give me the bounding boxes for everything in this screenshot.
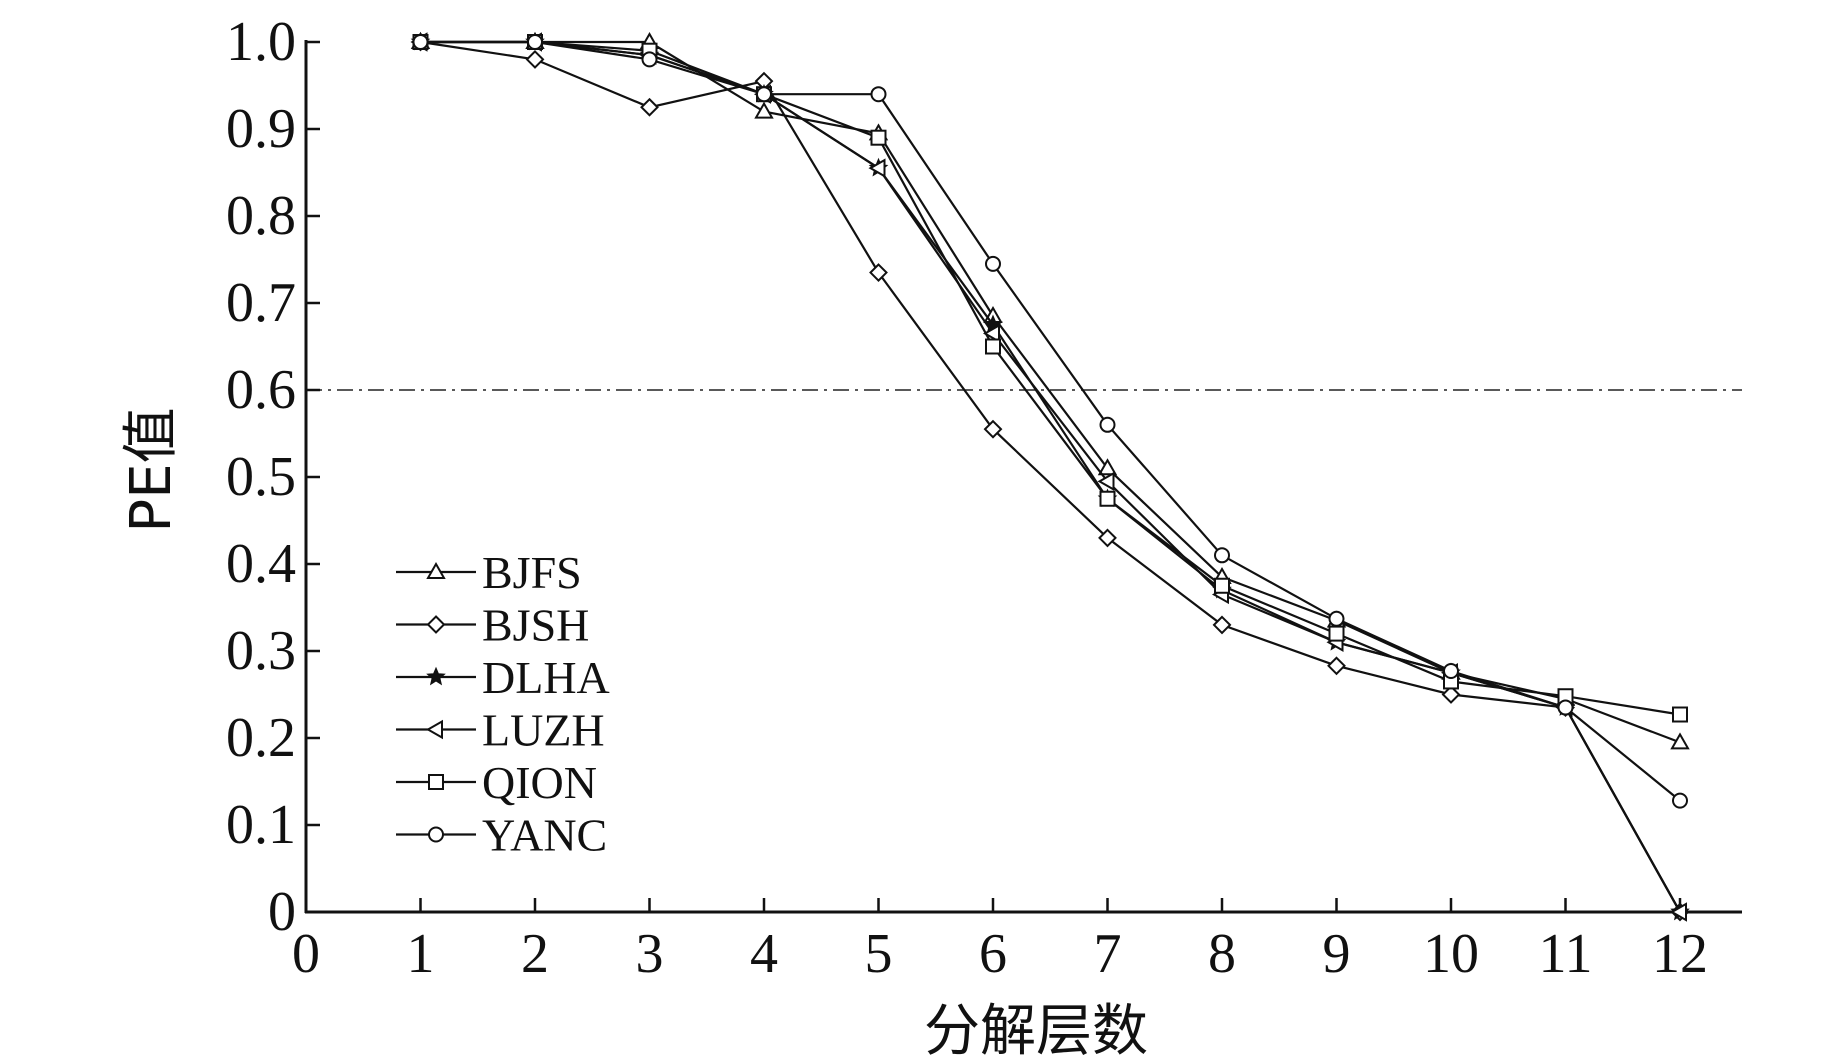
y-tick-label: 0.4 [226,533,296,595]
point-yanc [756,86,772,103]
x-tick-label: 10 [1423,923,1479,985]
axes [304,40,1742,914]
point-yanc [412,34,429,50]
legend-marker-bjsh [426,615,446,634]
x-tick-label: 2 [521,923,549,985]
x-tick-label: 1 [407,923,435,985]
x-tick-label: 7 [1094,923,1122,985]
series-line-bjfs [420,40,1681,744]
y-tick-label: 0.7 [226,272,296,334]
point-bjsh [1098,528,1117,548]
point-bjsh [640,97,659,117]
legend-label-qion: QION [482,757,597,808]
point-luzh [982,323,1000,344]
point-qion [1328,625,1345,642]
legend-label-bjfs: BJFS [482,547,582,598]
point-yanc [1672,792,1688,809]
legend-label-yanc: YANC [482,810,607,861]
legend-marker-bjfs [426,561,446,579]
point-qion [985,338,1001,355]
point-yanc [870,86,887,103]
y-tick-label: 0.6 [226,359,296,421]
x-tick-label: 12 [1652,923,1708,985]
x-tick-label: 11 [1539,923,1593,985]
point-yanc [1328,610,1345,627]
point-luzh [1669,902,1687,922]
point-bjfs [754,101,774,119]
point-qion [1099,490,1116,507]
point-bjfs [1670,732,1690,750]
y-tick-label: 0.9 [226,98,296,160]
x-tick-label: 0 [292,923,320,985]
point-bjfs [1097,458,1118,476]
x-axis-title: 分解层数 [924,999,1148,1063]
point-bjsh [983,419,1003,439]
legend-marker-qion [428,774,444,790]
point-yanc [527,34,543,50]
y-tick-label: 0.5 [226,446,296,508]
point-yanc [1443,663,1459,680]
y-tick-label: 0.3 [226,620,296,682]
point-luzh [868,158,886,178]
point-bjsh [1327,656,1346,676]
point-qion [870,129,887,146]
y-tick-label: 0.1 [226,794,296,856]
series-line-yanc [420,40,1681,802]
legend-label-dlha: DLHA [482,652,610,703]
legend-marker-dlha [426,666,446,686]
series-group [410,31,1690,922]
series-line-dlha [420,40,1681,913]
x-tick-label: 3 [636,923,664,985]
point-qion [1214,577,1230,594]
y-tick-label: 0.8 [226,185,296,247]
point-yanc [1557,699,1574,716]
y-tick-label: 0 [268,881,296,943]
legend-label-bjsh: BJSH [482,600,589,651]
point-yanc [641,51,658,68]
point-bjsh [869,263,888,282]
point-luzh [1097,471,1115,492]
y-axis-title: PE值 [119,407,184,532]
point-bjsh [1212,615,1232,635]
x-tick-label: 8 [1208,923,1236,985]
series-line-bjsh [420,40,1681,913]
x-tick-label: 5 [865,923,893,985]
series-line-qion [420,40,1681,716]
point-yanc [985,255,1001,272]
y-tick-label: 1.0 [226,11,296,73]
point-yanc [1099,416,1116,433]
legend-marker-luzh [425,719,443,740]
x-tick-label: 9 [1323,923,1351,985]
legend-marker-yanc [428,826,444,843]
point-bjsh [1441,685,1461,704]
x-tick-label: 4 [750,923,778,985]
point-yanc [1214,547,1230,564]
point-qion [1672,706,1688,723]
legend-label-luzh: LUZH [482,705,605,756]
x-tick-label: 6 [979,923,1007,985]
series-line-luzh [420,40,1681,913]
point-bjsh [525,49,545,69]
tick-labels: 00.10.20.30.40.50.60.70.80.91.00 1 2 3 4 5 6 7 8… [226,11,1708,985]
y-tick-label: 0.2 [226,707,296,769]
